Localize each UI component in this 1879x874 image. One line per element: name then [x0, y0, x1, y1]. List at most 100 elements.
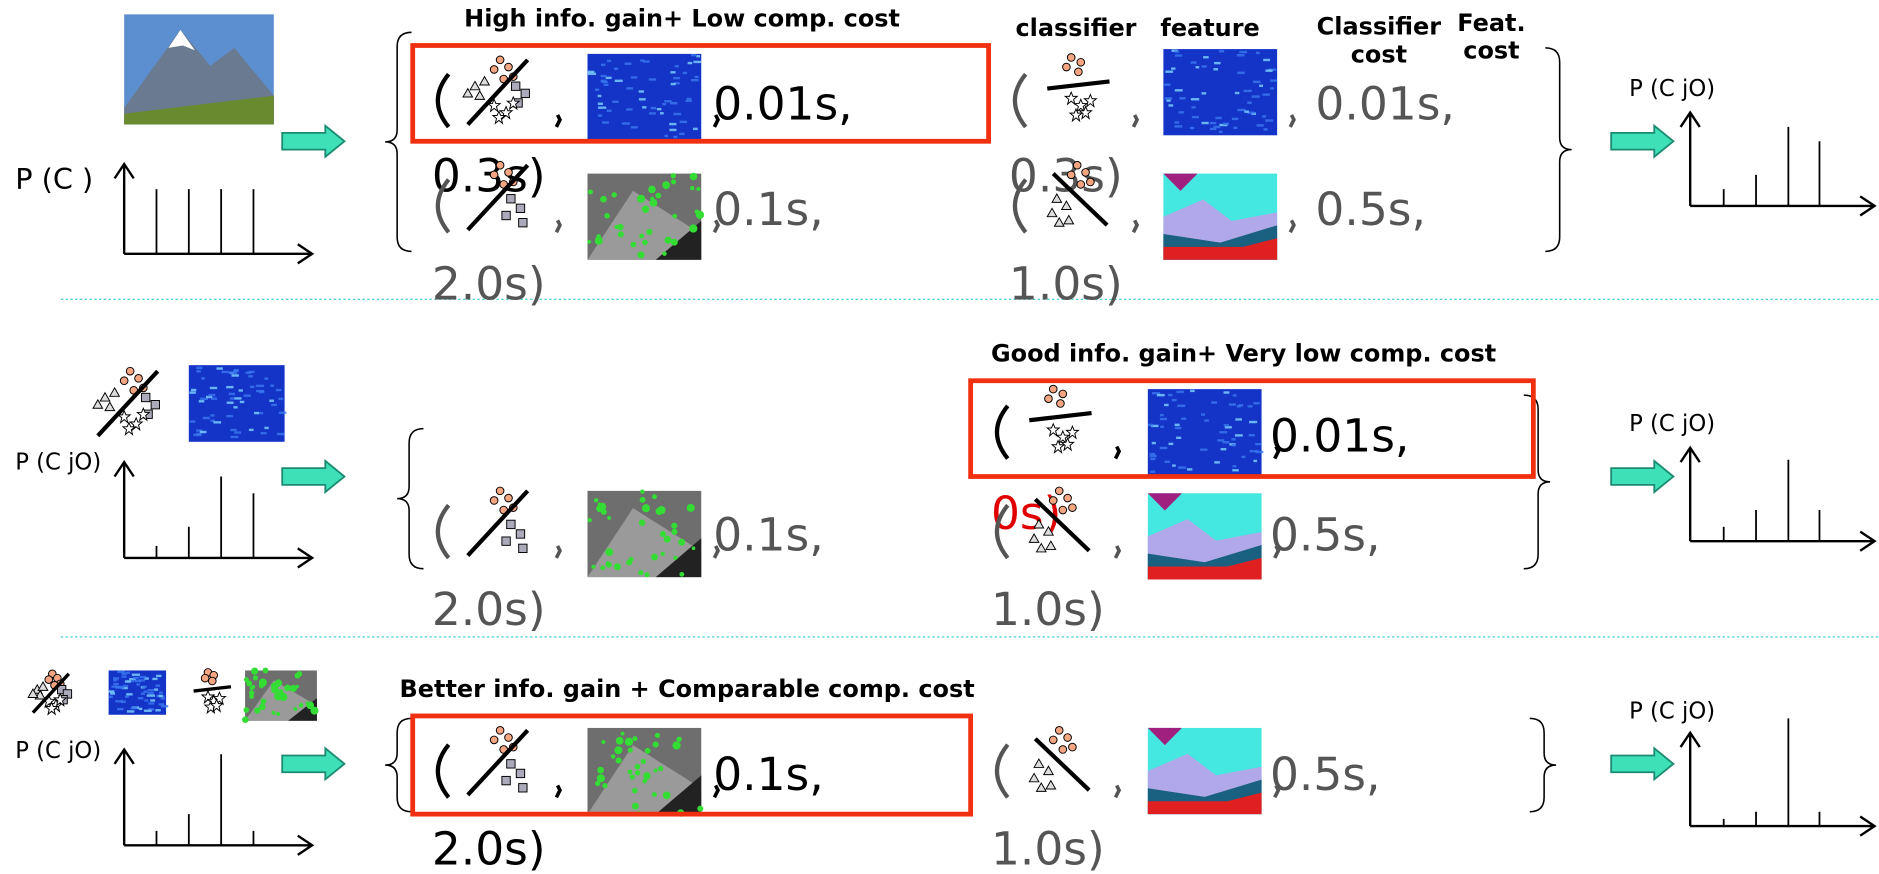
- flow-arrow: [1611, 461, 1673, 492]
- texture: [660, 531, 666, 537]
- texture: [645, 572, 650, 577]
- texture: [642, 106, 646, 108]
- texture: [109, 696, 113, 698]
- texture: [607, 516, 611, 520]
- texture: [632, 788, 638, 794]
- texture: [628, 770, 633, 775]
- icon-circle: [1055, 487, 1063, 495]
- comma: [1290, 220, 1294, 232]
- texture: [1168, 394, 1173, 396]
- comma: [1133, 220, 1137, 232]
- texture: [1203, 56, 1209, 58]
- texture: [1265, 69, 1272, 71]
- texture: [1235, 92, 1239, 94]
- texture: [1175, 427, 1182, 429]
- icon-circle: [1087, 178, 1095, 186]
- icon-triangle: [475, 91, 485, 99]
- texture: [233, 406, 237, 408]
- icon-star: [1065, 92, 1077, 104]
- paren: [997, 406, 1008, 459]
- icon-circle: [1049, 385, 1057, 393]
- icon-triangle: [480, 77, 490, 85]
- classifier-cost: 0.5s,: [1270, 748, 1381, 801]
- icon-circle: [496, 487, 504, 495]
- texture: [161, 705, 168, 707]
- texture: [1150, 455, 1157, 457]
- axes: [1681, 448, 1875, 551]
- texture: [226, 386, 233, 388]
- icon-square: [507, 520, 515, 528]
- paren: [997, 745, 1008, 798]
- icon-square: [516, 530, 524, 538]
- icon-circle: [496, 56, 504, 64]
- texture: [651, 553, 658, 560]
- texture: [689, 224, 697, 232]
- texture: [131, 707, 137, 709]
- icon-circle: [1077, 58, 1085, 66]
- texture: [1191, 61, 1197, 63]
- texture: [1202, 122, 1209, 124]
- texture: [1160, 418, 1167, 420]
- texture: [1192, 106, 1196, 108]
- comma: [1115, 447, 1119, 459]
- texture: [279, 398, 284, 400]
- texture: [1176, 437, 1181, 439]
- texture: [1165, 70, 1173, 72]
- texture: [595, 781, 600, 786]
- icon-circle: [496, 161, 504, 169]
- texture: [595, 88, 599, 90]
- flow-arrow: [282, 748, 344, 779]
- paren: [1015, 74, 1026, 127]
- texture: [279, 412, 287, 414]
- icon-circle: [126, 367, 134, 375]
- texture: [1175, 89, 1183, 91]
- flow-arrow: [282, 461, 344, 492]
- texture: [671, 179, 676, 184]
- texture: [1233, 394, 1237, 396]
- icon-square: [519, 784, 527, 792]
- texture: [605, 548, 613, 556]
- icon-circle: [1049, 497, 1057, 505]
- texture: [616, 757, 622, 763]
- texture: [226, 415, 233, 417]
- icon-square: [502, 537, 510, 545]
- texture: [270, 384, 274, 386]
- texture: [664, 100, 671, 102]
- texture: [227, 402, 234, 404]
- prior-label: P (C ): [15, 162, 93, 196]
- feature-cost: 2.0s): [432, 822, 546, 874]
- texture: [646, 229, 652, 235]
- texture: [1237, 72, 1244, 74]
- icon-circle: [45, 676, 53, 684]
- texture: [1187, 468, 1192, 470]
- icon-triangle: [110, 388, 120, 396]
- texture: [1179, 111, 1184, 113]
- texture: [637, 251, 644, 258]
- prior-label: P (C jO): [15, 449, 101, 475]
- texture: [1253, 402, 1259, 404]
- texture: [1247, 102, 1251, 104]
- texture: [688, 62, 693, 64]
- texture: [196, 367, 202, 369]
- texture: [139, 676, 146, 678]
- texture: [1249, 421, 1257, 423]
- texture: [1210, 122, 1217, 124]
- texture: [1213, 68, 1218, 70]
- texture: [697, 806, 703, 812]
- texture: [1232, 118, 1238, 120]
- texture: [650, 197, 654, 201]
- column-header: classifier: [1015, 14, 1136, 42]
- option-heading: Better info. gain + Comparable comp. cos…: [400, 675, 975, 703]
- texture: [655, 193, 661, 199]
- brace: [385, 718, 411, 811]
- texture: [1192, 116, 1199, 118]
- icon-square: [142, 393, 150, 401]
- icon-circle: [505, 494, 513, 502]
- texture: [125, 680, 131, 682]
- texture: [254, 412, 259, 414]
- comma: [1115, 546, 1119, 558]
- texture: [113, 679, 117, 681]
- texture: [653, 741, 659, 747]
- texture: [1257, 124, 1264, 126]
- texture: [675, 65, 679, 67]
